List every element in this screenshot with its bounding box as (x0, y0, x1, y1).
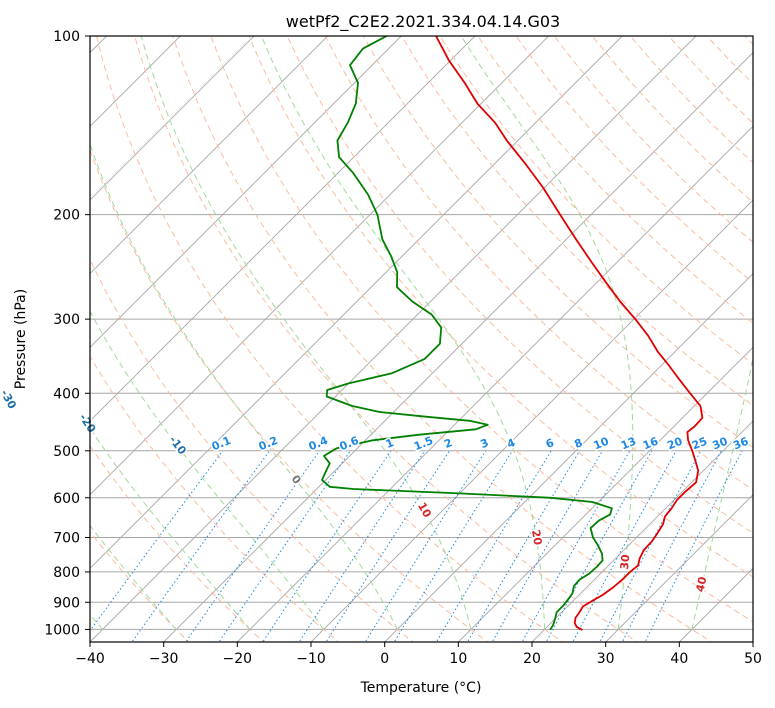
isotherm-line (457, 346, 753, 642)
dewpoint-profile-line (321, 36, 613, 631)
isotherm-line (90, 36, 697, 642)
mixing-ratio-line (572, 450, 677, 642)
y-tick-label: 600 (53, 491, 80, 507)
isotherm-line (236, 125, 753, 642)
dry-adiabat-line (248, 36, 753, 578)
axes: −40 −30 −20 −10 0 10 20 30 40 50 100 200 300 400 500 60… (44, 29, 762, 667)
mixing-ratio-line (131, 450, 271, 642)
y-tick-label: 300 (53, 312, 80, 328)
dry-adiabat-line (324, 36, 753, 491)
isotherm-line (90, 36, 181, 127)
moist-adiabat-line (260, 36, 546, 630)
mixing-ratio-line (644, 450, 743, 642)
y-tick-label: 900 (53, 595, 80, 611)
chart-title: wetPf2_C2E2.2021.334.04.14.G03 (286, 12, 560, 32)
mixing-ratio-line (185, 450, 321, 642)
x-tick-label: 40 (670, 651, 688, 667)
mixing-ratio-line (364, 450, 487, 642)
moist-adiabat-line (460, 36, 634, 630)
dry-adiabat-line (172, 36, 713, 642)
isotherm-line (90, 36, 623, 569)
moist-adiabat-label: 40 (693, 575, 709, 593)
dry-adiabat-line (401, 36, 753, 407)
y-tick-label: 800 (53, 565, 80, 581)
x-tick-label: −30 (149, 651, 179, 667)
isotherm-line (384, 273, 753, 642)
temperature-profile-line (435, 36, 704, 631)
mixing-ratio-line (325, 450, 451, 642)
isotherm-line (90, 36, 476, 422)
isotherm-line (90, 36, 402, 348)
mixing-ratio-line (90, 450, 224, 632)
dry-adiabat-line (439, 36, 753, 365)
mixing-ratio-label: 16 (641, 435, 660, 453)
isotherm-line (90, 36, 550, 496)
mixing-ratio-line (621, 450, 722, 642)
x-tick-label: 10 (449, 651, 467, 667)
dry-adiabat-line (286, 36, 753, 534)
dry-adiabat-line (90, 445, 265, 642)
plot-area (90, 36, 753, 642)
moist-adiabat-label: 20 (529, 529, 544, 547)
x-tick-label: −40 (75, 651, 105, 667)
y-tick-label: 200 (53, 208, 80, 224)
isotherm-line (90, 36, 329, 275)
plot-frame (89, 35, 754, 643)
dry-adiabat-line (90, 355, 339, 642)
mixing-ratio-line (491, 450, 603, 642)
moist-adiabat-line (90, 427, 251, 630)
dry-adiabat-line (363, 36, 753, 448)
dry-adiabat-line (477, 36, 753, 324)
x-axis-label: Temperature (°C) (360, 680, 482, 696)
moist-adiabat-line (691, 356, 753, 630)
isotherm-line (605, 494, 753, 642)
y-tick-label: 400 (53, 386, 80, 402)
mixing-ratio-line (393, 450, 513, 642)
y-tick-label: 700 (53, 531, 80, 547)
mixing-ratio-line (599, 450, 702, 642)
y-tick-label: 100 (53, 29, 80, 45)
x-tick-label: −20 (223, 651, 253, 667)
mixing-ratio-line (466, 450, 581, 642)
mixing-ratio-line (262, 450, 392, 642)
x-tick-label: 0 (380, 651, 389, 667)
mixing-ratio-line (218, 450, 351, 642)
moist-adiabat-line (140, 36, 472, 630)
moist-adiabat-line (90, 524, 177, 630)
isotherm-line (310, 199, 753, 642)
x-tick-label: 30 (597, 651, 615, 667)
x-tick-label: 50 (744, 651, 762, 667)
isotherm-line (90, 36, 255, 201)
y-tick-label: 500 (53, 444, 80, 460)
x-tick-label: 20 (523, 651, 541, 667)
y-tick-label: 1000 (44, 622, 80, 638)
dry-adiabat-line (210, 36, 753, 623)
dry-adiabat-line (96, 36, 564, 642)
moist-adiabat-label: 30 (618, 553, 632, 570)
y-axis-label: Pressure (hPa) (13, 289, 29, 389)
x-tick-label: −10 (296, 651, 326, 667)
mixing-ratio-label: 13 (619, 435, 638, 453)
dry-adiabat-line (90, 258, 414, 642)
moist-adiabat-line (90, 310, 325, 630)
dry-adiabat-line (134, 36, 638, 642)
mixing-ratio-line (298, 450, 426, 642)
